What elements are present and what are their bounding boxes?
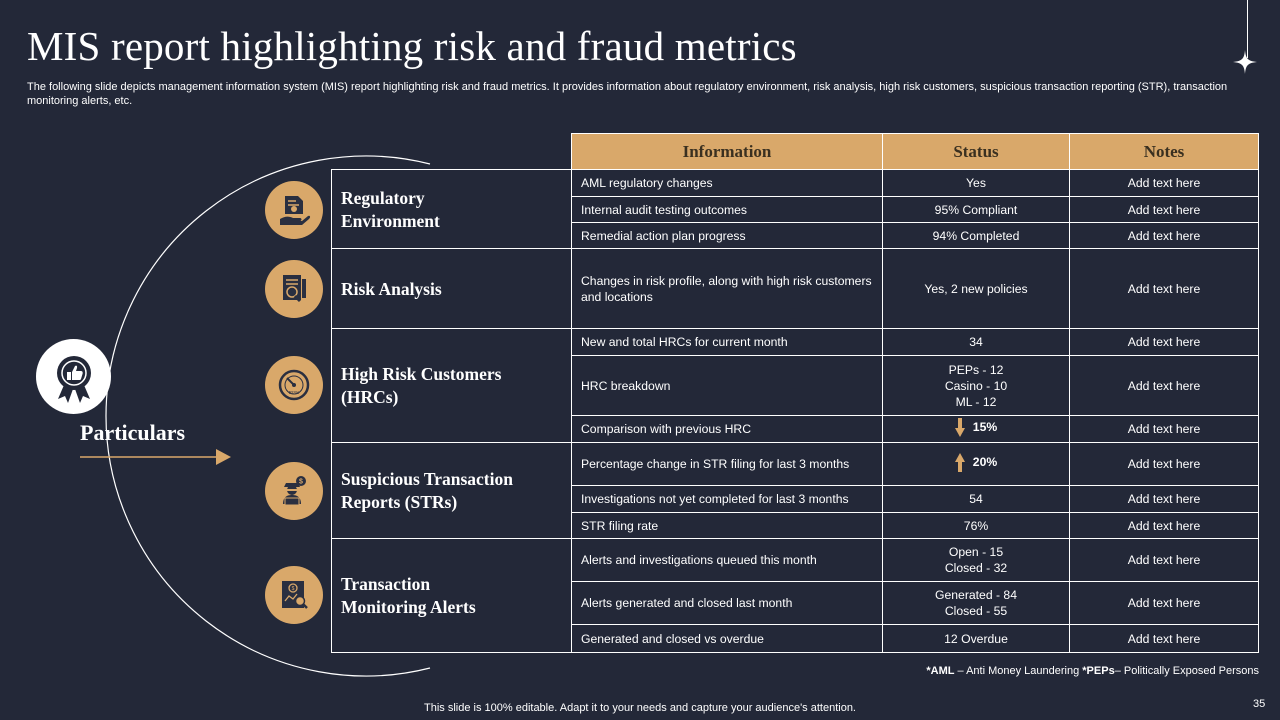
status-cell: 12 Overdue <box>882 624 1070 653</box>
status-cell: 15% <box>882 415 1070 443</box>
decorative-line <box>1247 0 1248 58</box>
notes-cell: Add text here <box>1069 538 1259 582</box>
status-cell: 20% <box>882 442 1070 486</box>
info-cell: Alerts generated and closed last month <box>571 581 883 625</box>
status-cell: 54 <box>882 485 1070 513</box>
table-row: Alerts and investigations queued this mo… <box>571 538 1259 582</box>
table-row: New and total HRCs for current month 34 … <box>571 328 1259 356</box>
svg-text:$: $ <box>299 479 303 486</box>
notes-cell: Add text here <box>1069 169 1259 197</box>
category-regulatory-environment: Regulatory Environment <box>341 188 440 231</box>
notes-cell: Add text here <box>1069 355 1259 416</box>
footnote-aml-abbr: *AML <box>926 665 955 677</box>
category-box-hrc <box>331 329 571 443</box>
hacker-laptop-icon: $ <box>265 462 323 520</box>
status-cell: PEPs - 12 Casino - 10 ML - 12 <box>882 355 1070 416</box>
notes-cell: Add text here <box>1069 328 1259 356</box>
info-cell: STR filing rate <box>571 512 883 539</box>
particulars-label: Particulars <box>80 420 186 445</box>
status-cell: 34 <box>882 328 1070 356</box>
slide-description: The following slide depicts management i… <box>27 81 1228 107</box>
slide-footer: This slide is 100% editable. Adapt it to… <box>424 702 856 714</box>
category-box-risk-analysis <box>331 249 571 329</box>
status-cell: Yes, 2 new policies <box>882 248 1070 329</box>
category-suspicious-transaction-reports: Suspicious Transaction Reports (STRs) <box>341 469 513 512</box>
status-cell: 95% Compliant <box>882 196 1070 223</box>
status-cell: 76% <box>882 512 1070 539</box>
header-status: Status <box>882 133 1070 170</box>
arrow-up-icon <box>954 452 965 472</box>
category-box-monitoring <box>331 539 571 653</box>
table-row: Internal audit testing outcomes 95% Comp… <box>571 196 1259 223</box>
table-row: Percentage change in STR filing for last… <box>571 442 1259 486</box>
status-cell: Generated - 84 Closed - 55 <box>882 581 1070 625</box>
notes-cell: Add text here <box>1069 222 1259 249</box>
info-cell: Alerts and investigations queued this mo… <box>571 538 883 582</box>
category-box-regulatory <box>331 169 571 249</box>
status-value: 15% <box>972 420 998 434</box>
category-high-risk-customers: High Risk Customers (HRCs) <box>341 364 502 407</box>
table-row: AML regulatory changes Yes Add text here <box>571 169 1259 197</box>
table-row: Investigations not yet completed for las… <box>571 485 1259 513</box>
info-cell: Investigations not yet completed for las… <box>571 485 883 513</box>
svg-text:$: $ <box>292 586 295 592</box>
footnote-aml-text: – Anti Money Laundering <box>954 665 1083 677</box>
notes-cell: Add text here <box>1069 415 1259 443</box>
sparkle-icon <box>1233 50 1257 74</box>
notes-cell: Add text here <box>1069 248 1259 329</box>
table-row: Alerts generated and closed last month G… <box>571 581 1259 625</box>
table-row: Changes in risk profile, along with high… <box>571 248 1259 329</box>
decorative-arc <box>105 155 431 677</box>
notes-cell: Add text here <box>1069 581 1259 625</box>
status-cell: 94% Completed <box>882 222 1070 249</box>
table-row: Generated and closed vs overdue 12 Overd… <box>571 624 1259 653</box>
info-cell: Generated and closed vs overdue <box>571 624 883 653</box>
table-row: Comparison with previous HRC 15% Add tex… <box>571 415 1259 443</box>
monitoring-report-icon: $ <box>265 566 323 624</box>
info-cell: Changes in risk profile, along with high… <box>571 248 883 329</box>
status-cell: Yes <box>882 169 1070 197</box>
arrow-down-icon <box>954 417 965 437</box>
mis-table: Information Status Notes AML regulatory … <box>571 133 1259 653</box>
notes-cell: Add text here <box>1069 624 1259 653</box>
info-cell: Percentage change in STR filing for last… <box>571 442 883 486</box>
info-cell: Comparison with previous HRC <box>571 415 883 443</box>
svg-text:RISK: RISK <box>289 390 300 395</box>
info-cell: AML regulatory changes <box>571 169 883 197</box>
arrow-pointer-icon <box>80 449 231 465</box>
abbreviation-footnote: *AML – Anti Money Laundering *PEPs– Poli… <box>926 665 1259 677</box>
notes-cell: Add text here <box>1069 196 1259 223</box>
notes-cell: Add text here <box>1069 485 1259 513</box>
table-header-row: Information Status Notes <box>571 133 1259 170</box>
info-cell: HRC breakdown <box>571 355 883 416</box>
status-value: 20% <box>972 455 998 469</box>
award-badge-icon <box>36 339 111 414</box>
table-row: Remedial action plan progress 94% Comple… <box>571 222 1259 249</box>
header-information: Information <box>571 133 883 170</box>
regulatory-document-icon <box>265 181 323 239</box>
notes-cell: Add text here <box>1069 442 1259 486</box>
category-transaction-monitoring-alerts: Transaction Monitoring Alerts <box>341 574 476 617</box>
page-number: 35 <box>1253 698 1266 710</box>
status-cell: Open - 15 Closed - 32 <box>882 538 1070 582</box>
table-row: HRC breakdown PEPs - 12 Casino - 10 ML -… <box>571 355 1259 416</box>
category-risk-analysis: Risk Analysis <box>341 279 442 299</box>
footnote-peps-abbr: *PEPs <box>1082 665 1115 677</box>
notes-cell: Add text here <box>1069 512 1259 539</box>
info-cell: New and total HRCs for current month <box>571 328 883 356</box>
header-notes: Notes <box>1069 133 1259 170</box>
slide-title: MIS report highlighting risk and fraud m… <box>27 23 797 69</box>
info-cell: Remedial action plan progress <box>571 222 883 249</box>
risk-gauge-icon: RISK <box>265 356 323 414</box>
table-row: STR filing rate 76% Add text here <box>571 512 1259 539</box>
info-cell: Internal audit testing outcomes <box>571 196 883 223</box>
footnote-peps-text: – Politically Exposed Persons <box>1114 665 1259 677</box>
category-box-str <box>331 443 571 539</box>
risk-analysis-document-icon <box>265 260 323 318</box>
